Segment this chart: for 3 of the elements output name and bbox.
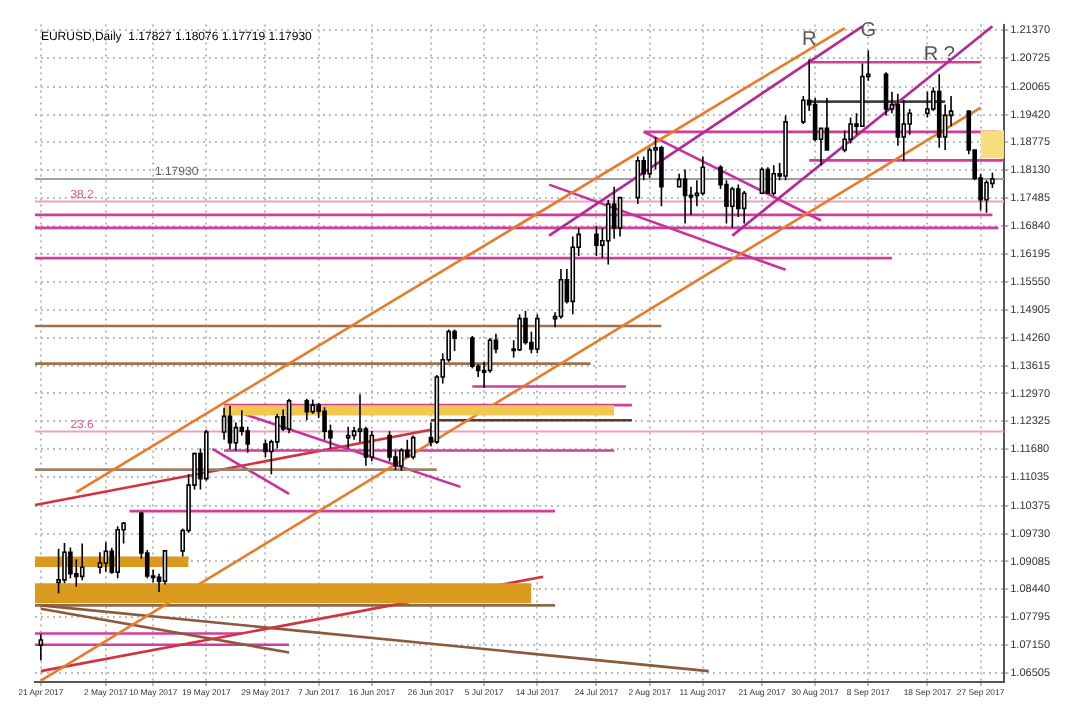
annotation: R bbox=[801, 28, 817, 51]
annotation: R ? bbox=[923, 43, 956, 66]
annotation: G bbox=[860, 20, 877, 43]
